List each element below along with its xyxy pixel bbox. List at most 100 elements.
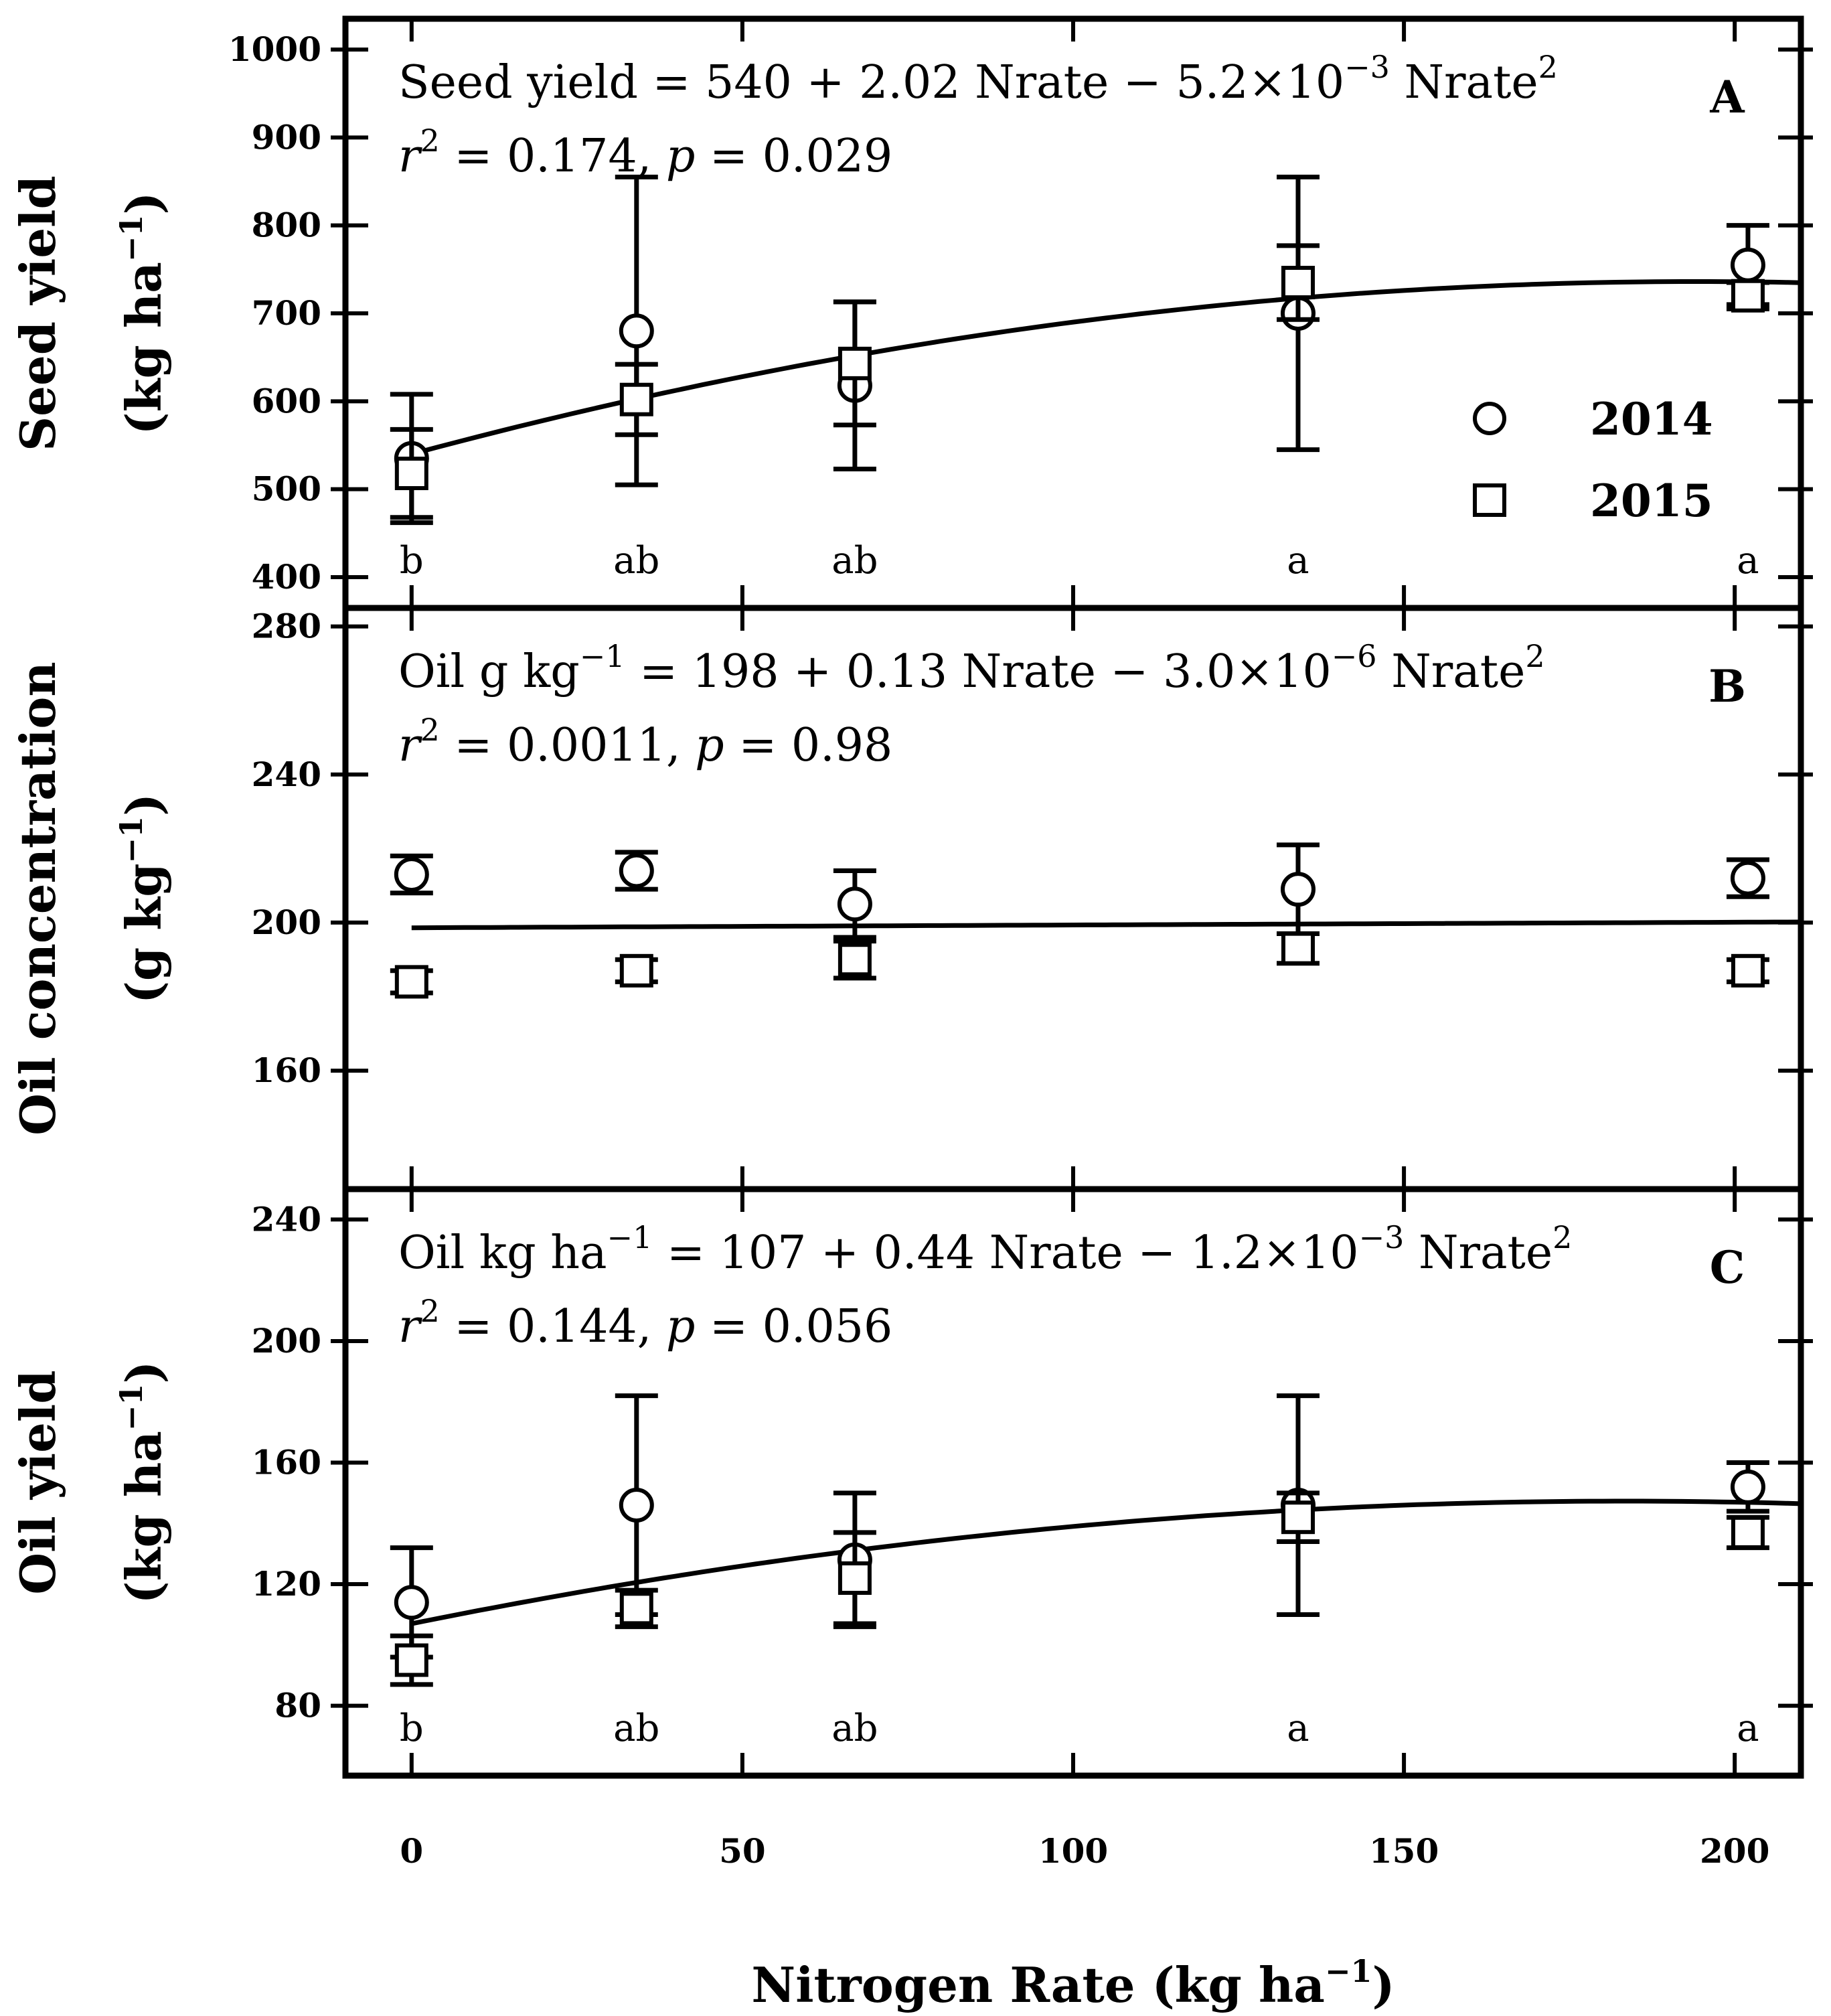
x-tick-label: 150: [1369, 1831, 1439, 1871]
data-point-2015: [394, 1643, 428, 1677]
x-axis-label-exponent: −1: [1325, 1953, 1372, 1989]
y-tick-label: 200: [252, 1321, 321, 1361]
x-tick-label: 100: [1038, 1831, 1108, 1871]
y-axis-label: Seed yield: [9, 175, 66, 451]
significance-letter: b: [400, 1707, 424, 1750]
regression-stats: r2 = 0.174, p = 0.029: [398, 123, 892, 183]
data-point-2014: [837, 886, 872, 922]
equation-text: Nrate: [1377, 645, 1526, 698]
stats-p: p: [666, 130, 696, 183]
data-point-2015: [838, 1561, 872, 1595]
equation-text: Oil g kg: [398, 645, 580, 698]
y-tick-label: 120: [252, 1564, 321, 1604]
stats-r-exponent: 2: [420, 123, 440, 159]
legend-label: 2015: [1590, 475, 1713, 527]
stats-p: p: [666, 1300, 696, 1353]
equation-exponent: −3: [1344, 49, 1390, 85]
x-tick-label: 200: [1700, 1831, 1769, 1871]
y-tick-label: 1000: [228, 29, 321, 69]
data-point-2015: [1281, 931, 1315, 965]
y-axis-unit-close: ): [115, 1361, 172, 1383]
data-point-2014: [619, 313, 654, 349]
y-tick-label: 800: [252, 206, 321, 245]
equation-text: Nrate: [1404, 1227, 1553, 1280]
data-point-2014: [394, 1585, 429, 1620]
data-point-2015: [1731, 279, 1765, 313]
data-point-2015: [1281, 1500, 1315, 1535]
y-tick-label: 600: [252, 381, 321, 420]
data-point-2014: [1280, 872, 1316, 907]
y-tick-label: 900: [252, 117, 321, 157]
y-axis-unit-label: (g kg−1): [113, 793, 172, 1004]
stats-r-value: = 0.144,: [440, 1300, 666, 1353]
equation-exponent: −1: [607, 1219, 653, 1255]
data-point-2014: [1730, 1469, 1765, 1504]
equation-text: = 198 + 0.13 Nrate − 3.0×10: [625, 645, 1332, 698]
y-tick-label: 160: [252, 1442, 321, 1482]
y-axis-unit-text: (kg ha: [115, 1431, 172, 1604]
stats-r-exponent: 2: [420, 712, 440, 748]
equation-exponent: 2: [1538, 49, 1558, 85]
significance-letter: ab: [831, 539, 878, 583]
significance-letter: ab: [613, 539, 659, 583]
data-point-2014: [619, 853, 654, 888]
y-tick-label: 500: [252, 469, 321, 509]
y-tick-label: 240: [252, 755, 321, 794]
data-point-2015: [1731, 953, 1765, 988]
y-axis-unit-close: ): [115, 191, 172, 214]
y-axis-unit-exponent: −1: [113, 1384, 149, 1431]
regression-equation: Oil kg ha−1 = 107 + 0.44 Nrate − 1.2×10−…: [398, 1219, 1572, 1280]
significance-letter: a: [1737, 1707, 1759, 1750]
y-axis-unit-text: (kg ha: [115, 262, 172, 435]
stats-r: r: [398, 1300, 422, 1353]
y-axis-unit-text: (g kg: [115, 863, 172, 1004]
data-point-2015: [619, 1592, 653, 1626]
data-point-2015: [394, 965, 428, 999]
y-tick-label: 240: [252, 1199, 321, 1239]
y-axis-unit-label: (kg ha−1): [113, 1361, 172, 1604]
regression-equation: Oil g kg−1 = 198 + 0.13 Nrate − 3.0×10−6…: [398, 638, 1545, 698]
fit-curve: [411, 1498, 1802, 1626]
y-axis-label: Oil concentration: [9, 662, 66, 1136]
regression-stats: r2 = 0.0011, p = 0.98: [398, 712, 892, 772]
stats-r: r: [398, 130, 422, 183]
legend: 2014 2015: [1473, 393, 1713, 527]
y-axis-label: Oil yield: [9, 1370, 66, 1594]
equation-exponent: −3: [1359, 1219, 1405, 1255]
y-tick-label: 160: [252, 1051, 321, 1090]
x-axis-label-text: Nitrogen Rate (kg ha: [751, 1956, 1325, 2013]
panel-letter: B: [1708, 660, 1746, 712]
data-point-2014: [619, 1488, 654, 1523]
x-tick-label: 50: [719, 1831, 766, 1871]
panel-letter: A: [1709, 71, 1745, 123]
x-tick-label: 0: [400, 1831, 423, 1871]
stats-p: p: [695, 719, 724, 772]
stats-p-value: = 0.98: [724, 719, 893, 772]
legend-label: 2014: [1590, 393, 1713, 445]
significance-letter: a: [1287, 1707, 1309, 1750]
regression-equation: Seed yield = 540 + 2.02 Nrate − 5.2×10−3…: [398, 49, 1558, 109]
legend-circle-icon: [1473, 402, 1506, 435]
stats-r-exponent: 2: [420, 1293, 440, 1329]
equation-text: = 107 + 0.44 Nrate − 1.2×10: [652, 1227, 1358, 1280]
significance-letter: ab: [613, 1707, 659, 1750]
data-point-2015: [394, 457, 428, 491]
data-point-2015: [1731, 1515, 1765, 1549]
data-point-2014: [1730, 247, 1765, 283]
equation-text: Nrate: [1390, 56, 1538, 109]
data-point-2015: [619, 953, 653, 988]
legend-square-icon: [1473, 483, 1506, 517]
significance-letter: a: [1737, 539, 1759, 583]
significance-letter: b: [400, 539, 424, 583]
x-axis-label: Nitrogen Rate (kg ha−1): [751, 1953, 1395, 2013]
stats-p-value: = 0.029: [695, 130, 892, 183]
data-point-2015: [619, 382, 653, 416]
equation-text: Seed yield = 540 + 2.02 Nrate − 5.2×10: [398, 56, 1344, 109]
y-axis-unit-exponent: −1: [113, 215, 149, 262]
y-tick-label: 280: [252, 607, 321, 646]
stats-r: r: [398, 719, 422, 772]
regression-stats: r2 = 0.144, p = 0.056: [398, 1293, 892, 1353]
